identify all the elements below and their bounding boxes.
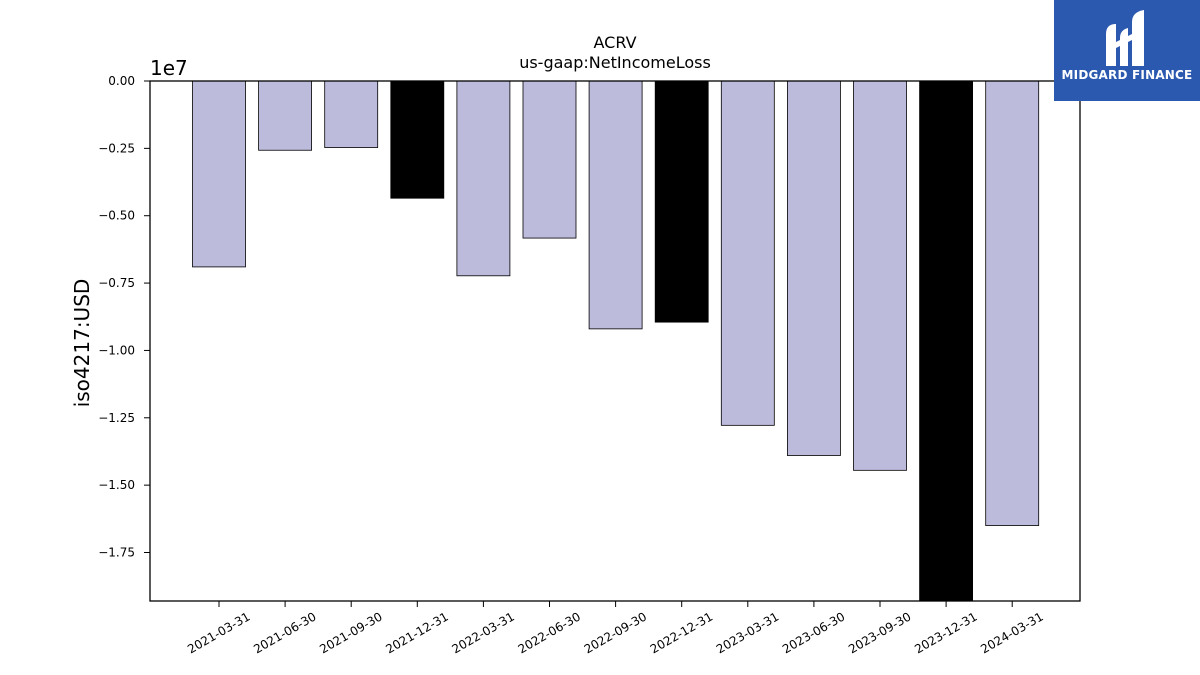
x-tick-label: 2023-09-30 <box>846 609 913 656</box>
y-tick-label: −0.25 <box>98 141 135 155</box>
bar-2022-03-31 <box>456 80 511 277</box>
logo-mark-icon <box>1106 10 1144 66</box>
bar-2021-12-31 <box>390 80 445 199</box>
x-tick-label: 2022-03-31 <box>449 609 516 656</box>
x-tick-label: 2021-03-31 <box>185 609 252 656</box>
bar-2022-12-31 <box>654 80 709 323</box>
bar-2021-03-31 <box>192 80 246 268</box>
bar-2022-09-30 <box>588 80 643 330</box>
y-tick-label: −0.50 <box>98 209 135 223</box>
y-tick-label: −1.50 <box>98 478 135 492</box>
x-tick-label: 2022-09-30 <box>582 609 649 656</box>
x-tick-label: 2023-03-31 <box>714 609 781 656</box>
bar-2021-06-30 <box>258 80 313 151</box>
bar-2021-09-30 <box>324 80 379 148</box>
plot-frame <box>149 80 1081 602</box>
x-tick-label: 2021-09-30 <box>317 609 384 656</box>
bars-group <box>192 80 1040 602</box>
bar-2023-06-30 <box>787 80 841 456</box>
bar-2023-12-31 <box>919 80 973 602</box>
x-axis: 2021-03-312021-06-302021-09-302021-12-31… <box>185 601 1046 656</box>
x-tick-label: 2024-03-31 <box>978 609 1045 656</box>
bar-2022-06-30 <box>522 80 577 239</box>
chart-title: ACRV <box>593 33 636 52</box>
y-tick-label: −1.75 <box>98 546 135 560</box>
y-tick-label: −0.75 <box>98 276 135 290</box>
logo-text: MIDGARD FINANCE <box>1061 68 1193 82</box>
y-offset-label: 1e7 <box>150 56 188 80</box>
chart-subtitle: us-gaap:NetIncomeLoss <box>519 53 711 72</box>
y-tick-label: −1.00 <box>98 343 135 357</box>
bar-2024-03-31 <box>985 80 1040 526</box>
x-tick-label: 2023-06-30 <box>780 609 847 656</box>
x-tick-label: 2021-12-31 <box>383 609 450 656</box>
y-axis-label: iso4217:USD <box>70 279 94 408</box>
bar-2023-03-31 <box>720 80 775 426</box>
x-tick-label: 2022-06-30 <box>516 609 583 656</box>
bar-2023-09-30 <box>853 80 907 471</box>
x-tick-label: 2022-12-31 <box>648 609 715 656</box>
y-tick-label: −1.25 <box>98 411 135 425</box>
y-axis: 0.00 −0.25 −0.50 −0.75 −1.00 −1.25 −1.50 −1.75 <box>98 74 150 560</box>
brand-logo: MIDGARD FINANCE <box>1054 0 1200 101</box>
x-tick-label: 2023-12-31 <box>912 609 979 656</box>
x-tick-label: 2021-06-30 <box>251 609 318 656</box>
y-tick-label: 0.00 <box>108 74 135 88</box>
